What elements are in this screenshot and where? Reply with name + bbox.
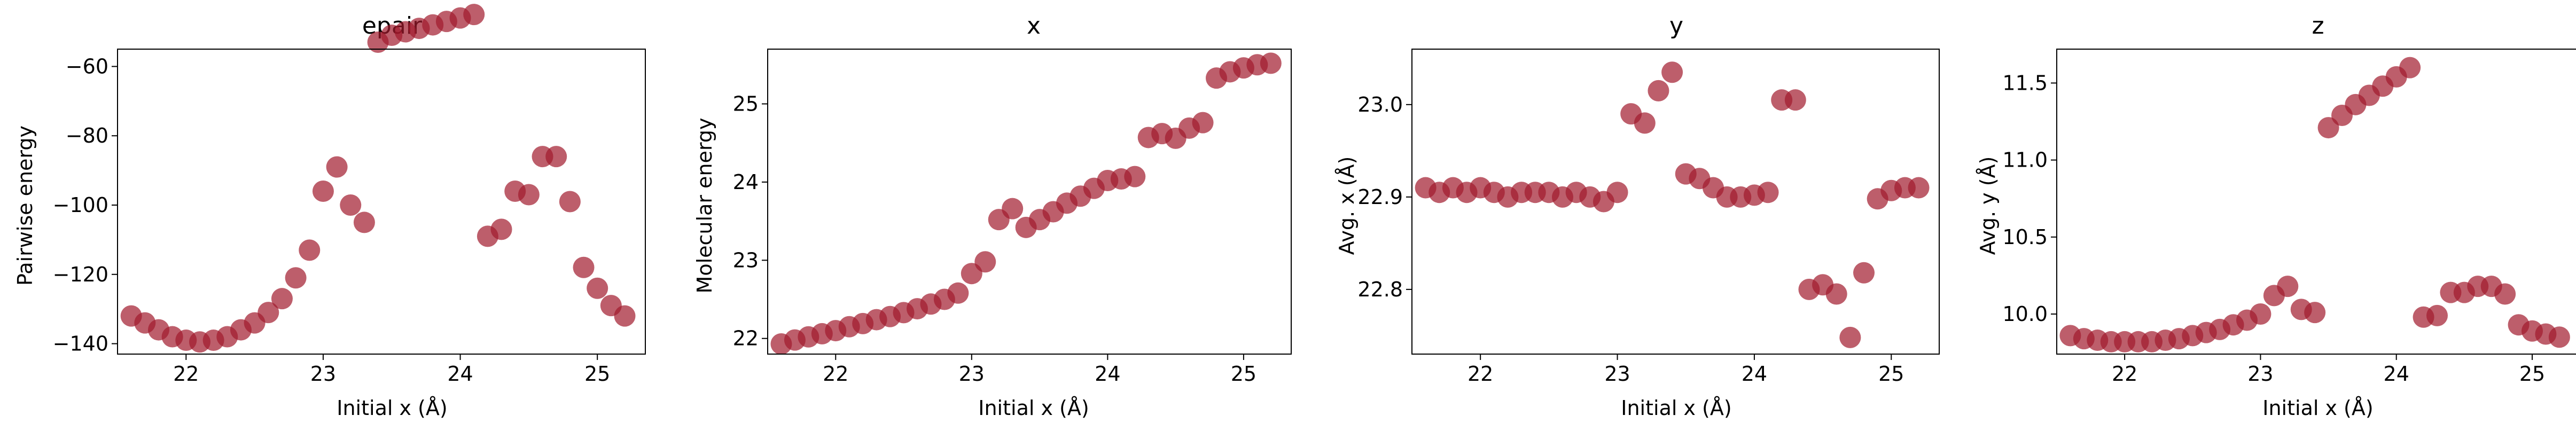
y-tick-label: 22.9 — [1357, 185, 1403, 209]
data-point — [2548, 326, 2570, 348]
data-point — [2317, 117, 2339, 139]
x-tick-label: 23 — [959, 362, 985, 386]
x-axis-label: Initial x (Å) — [337, 396, 447, 420]
x-axis-label: Initial x (Å) — [2262, 396, 2373, 420]
y-tick-label: 11.0 — [2002, 148, 2048, 172]
data-point — [1002, 198, 1024, 219]
x-tick-label: 22 — [823, 362, 848, 386]
data-point — [1606, 182, 1628, 203]
subplot-y: y Initial x (Å) Avg. x (Å) 22 23 24 2522.82… — [1335, 12, 1940, 420]
plot-area: 22 23 24 25 −140 −120 −100 −80 −60 — [53, 4, 646, 386]
x-tick-label: 22 — [2112, 362, 2137, 386]
subplot-z: z Initial x (Å) Avg. y (Å) 22 23 24 25 10.0 1… — [1976, 12, 2576, 420]
y-tick-label: 23.0 — [1357, 93, 1403, 116]
axes-frame — [2056, 49, 2576, 355]
data-point — [285, 267, 307, 289]
x-tick-label: 25 — [2519, 362, 2545, 386]
data-point — [1908, 177, 1930, 199]
data-point — [1661, 61, 1683, 83]
plot-area: 22 23 24 25 10.0 10.5 11.0 11.5 — [2002, 49, 2576, 386]
y-tick-label: −140 — [53, 332, 108, 356]
data-point — [490, 218, 512, 240]
data-point — [1757, 182, 1779, 203]
data-point — [614, 305, 636, 327]
x-tick-label: 24 — [1742, 362, 1767, 386]
x-tick-label: 23 — [1604, 362, 1630, 386]
y-axis-label: Avg. x (Å) — [1335, 156, 1359, 255]
data-point — [326, 156, 348, 178]
y-tick-label: 22.8 — [1357, 278, 1403, 301]
y-tick-label: 25 — [733, 92, 759, 115]
x-tick-label: 22 — [173, 362, 199, 386]
data-point — [312, 181, 334, 202]
data-point — [463, 4, 485, 26]
data-point — [1260, 52, 1282, 74]
y-tick-label: −100 — [53, 193, 108, 217]
data-point — [1124, 166, 1146, 187]
data-point — [587, 277, 608, 299]
data-point — [2277, 276, 2299, 297]
data-point — [1784, 89, 1806, 111]
y-tick-label: 22 — [733, 327, 759, 350]
data-point — [559, 191, 581, 213]
axes-frame — [117, 49, 646, 355]
data-point — [257, 302, 279, 324]
x-tick-label: 24 — [447, 362, 473, 386]
x-axis-label: Initial x (Å) — [978, 396, 1089, 420]
data-point — [2426, 304, 2448, 326]
data-point — [340, 194, 362, 216]
data-point — [2399, 57, 2421, 79]
y-axis-label: Pairwise energy — [13, 126, 37, 286]
data-point — [573, 256, 595, 278]
data-point — [1853, 262, 1875, 284]
data-point — [1839, 326, 1861, 348]
y-tick-label: 10.0 — [2002, 302, 2048, 326]
x-tick-label: 22 — [1467, 362, 1493, 386]
x-tick-label: 25 — [584, 362, 610, 386]
x-tick-label: 23 — [310, 362, 336, 386]
x-axis-label: Initial x (Å) — [1621, 396, 1731, 420]
subplot-title: z — [2312, 12, 2324, 40]
y-tick-label: −60 — [66, 54, 108, 78]
plot-area: 22 23 24 25 22 23 24 25 — [733, 49, 1292, 386]
data-point — [1825, 283, 1847, 305]
x-tick-label: 25 — [1878, 362, 1904, 386]
y-tick-label: 24 — [733, 170, 759, 194]
data-point — [2250, 303, 2271, 325]
axes-frame — [767, 49, 1292, 355]
axes-frame — [1411, 49, 1940, 355]
subplot-title: y — [1669, 12, 1683, 40]
subplot-x: x Initial x (Å) Molecular energy 22 23 24 2… — [693, 12, 1292, 420]
data-point — [1634, 112, 1656, 134]
data-point — [947, 282, 969, 304]
y-tick-label: −120 — [53, 263, 108, 286]
x-tick-label: 24 — [1095, 362, 1120, 386]
data-point — [1648, 80, 1669, 101]
data-point — [299, 239, 321, 261]
subplot-title: x — [1027, 12, 1041, 40]
x-tick-label: 23 — [2247, 362, 2273, 386]
y-tick-label: 10.5 — [2002, 225, 2048, 249]
subplot-epair: epair Initial x (Å) Pairwise energy 2223… — [13, 4, 646, 420]
data-point — [2304, 302, 2326, 324]
y-tick-label: 11.5 — [2002, 71, 2048, 95]
data-point — [271, 288, 293, 310]
data-point — [353, 211, 375, 233]
plot-area: 22 23 24 25 22.8 22.9 23.0 — [1357, 49, 1940, 386]
y-axis-label: Molecular energy — [693, 118, 716, 294]
y-axis-label: Avg. y (Å) — [1976, 156, 2000, 255]
data-point — [518, 184, 540, 206]
data-point — [1192, 112, 1214, 134]
data-point — [545, 146, 567, 168]
x-tick-label: 24 — [2384, 362, 2409, 386]
data-point — [2494, 283, 2516, 305]
y-tick-label: 23 — [733, 248, 759, 272]
x-tick-label: 25 — [1231, 362, 1256, 386]
data-point — [974, 251, 996, 273]
y-tick-label: −80 — [66, 124, 108, 147]
